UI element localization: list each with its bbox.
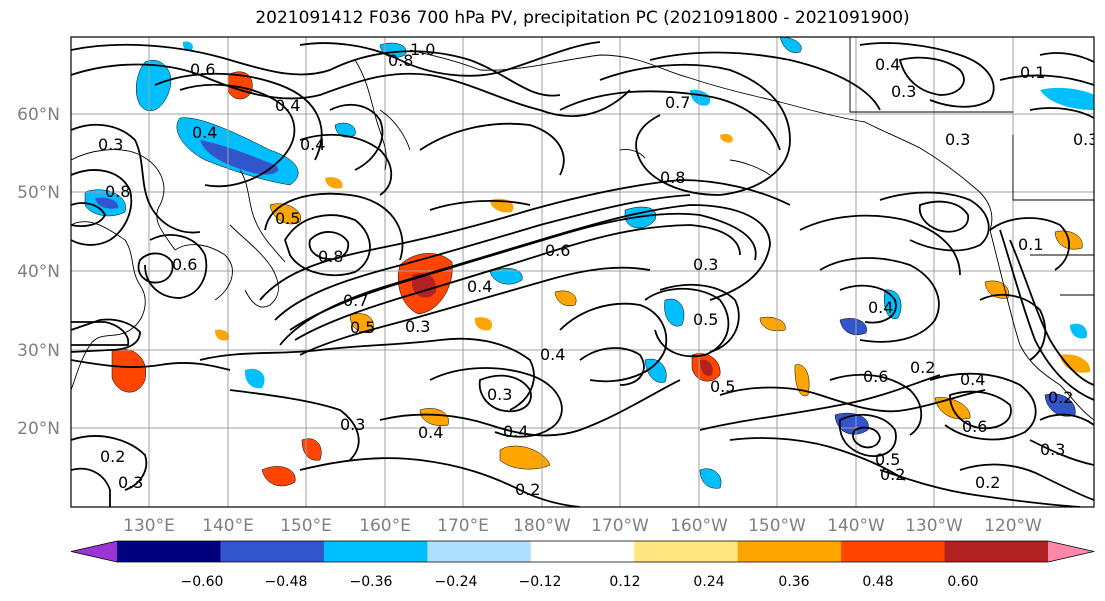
contour-label: 0.2 — [1048, 388, 1073, 407]
contour-label: 0.3 — [1040, 440, 1065, 459]
colorbar-segment — [427, 541, 532, 562]
contour-label: 0.5 — [710, 377, 735, 396]
lat-label: 60°N — [17, 105, 60, 125]
lon-label: 140°E — [202, 516, 254, 536]
contour-label: 0.1 — [1020, 63, 1045, 82]
colorbar — [70, 540, 1095, 563]
contour-label: 0.2 — [975, 473, 1000, 492]
lon-label: 160°W — [670, 516, 728, 536]
contour-label: 0.4 — [875, 55, 900, 74]
colorbar-tick-label: −0.24 — [435, 574, 478, 590]
lat-label: 20°N — [17, 419, 60, 439]
contour-label: 0.3 — [340, 415, 365, 434]
colorbar-extend-min — [71, 541, 117, 562]
contour-label: 0.3 — [891, 82, 916, 101]
contour-label: 0.8 — [105, 182, 130, 201]
contour-label: 0.6 — [545, 241, 570, 260]
contour-label: 0.4 — [960, 370, 985, 389]
contour-label: 0.3 — [118, 473, 143, 492]
contour-label: 0.4 — [418, 423, 443, 442]
contour-label: 0.4 — [300, 135, 325, 154]
colorbar-segment — [323, 541, 428, 562]
colorbar-segment — [634, 541, 739, 562]
colorbar-extend-max — [1048, 541, 1094, 562]
contour-label: 0.5 — [350, 318, 375, 337]
contour-label: 0.3 — [945, 130, 970, 149]
contour-label: 0.4 — [540, 345, 565, 364]
colorbar-tick-labels: −0.60 −0.48 −0.36 −0.24 −0.12 0.12 0.24 … — [181, 574, 979, 590]
contour-label: 0.3 — [405, 317, 430, 336]
contour-labels: 1.0 0.8 0.6 0.4 0.4 0.4 0.8 0.8 0.5 0.6 … — [98, 40, 1098, 499]
lon-label: 180°W — [513, 516, 571, 536]
contour-label: 0.5 — [875, 450, 900, 469]
lon-label: 130°E — [123, 516, 175, 536]
lon-label: 130°W — [905, 516, 963, 536]
colorbar-outline — [70, 540, 1095, 563]
lon-label: 140°W — [827, 516, 885, 536]
lat-label: 40°N — [17, 262, 60, 282]
lon-label: 170°W — [591, 516, 649, 536]
contour-label: 0.5 — [693, 310, 718, 329]
lon-label: 150°E — [280, 516, 332, 536]
lat-label: 50°N — [17, 183, 60, 203]
colorbar-tick-label: −0.60 — [181, 574, 224, 590]
lat-label: 30°N — [17, 341, 60, 361]
colorbar-tick-label: 0.12 — [609, 574, 640, 590]
contour-label: 0.6 — [172, 255, 197, 274]
lon-label: 150°W — [748, 516, 806, 536]
contour-label: 0.2 — [910, 358, 935, 377]
contour-label: 0.4 — [503, 422, 528, 441]
colorbar-tick-label: −0.12 — [519, 574, 562, 590]
contour-label: 0.6 — [962, 417, 987, 436]
contour-label: 0.6 — [190, 60, 215, 79]
contour-label: 0.8 — [318, 247, 343, 266]
contour-label: 0.7 — [343, 291, 368, 310]
contour-label: 0.6 — [863, 367, 888, 386]
contour-label: 0.8 — [388, 51, 413, 70]
colorbar-segment — [944, 541, 1049, 562]
longitude-labels: 130°E 140°E 150°E 160°E 170°E 180°W 170°… — [123, 516, 1042, 536]
contour-label: 0.3 — [487, 385, 512, 404]
contour-label: 0.2 — [100, 447, 125, 466]
contour-label: 0.4 — [275, 96, 300, 115]
map-title: 2021091412 F036 700 hPa PV, precipitatio… — [255, 8, 910, 28]
contour-label: 0.4 — [192, 123, 217, 142]
contour-label: 0.1 — [1018, 235, 1043, 254]
colorbar-segment — [841, 541, 946, 562]
colorbar-segment — [737, 541, 842, 562]
lon-label: 170°E — [437, 516, 489, 536]
contour-label: 0.4 — [467, 277, 492, 296]
lon-label: 160°E — [359, 516, 411, 536]
map-area: 1.0 0.8 0.6 0.4 0.4 0.4 0.8 0.8 0.5 0.6 … — [71, 37, 1098, 507]
contour-label: 0.3 — [98, 135, 123, 154]
contour-label: 0.3 — [693, 255, 718, 274]
contour-label: 1.0 — [410, 40, 435, 59]
map-frame — [70, 36, 1095, 508]
colorbar-segment — [530, 541, 635, 562]
latitude-labels: 60°N 50°N 40°N 30°N 20°N — [17, 105, 60, 439]
colorbar-tick-label: 0.60 — [947, 574, 978, 590]
colorbar-tick-label: 0.48 — [862, 574, 893, 590]
colorbar-tick-label: 0.24 — [693, 574, 724, 590]
contour-label: 0.8 — [660, 168, 685, 187]
contour-label: 0.2 — [515, 480, 540, 499]
negative-precip-patches — [84, 37, 1094, 489]
lon-label: 120°W — [984, 516, 1042, 536]
contour-label: 0.2 — [880, 465, 905, 484]
colorbar-segment — [220, 541, 325, 562]
contour-label: 0.7 — [665, 93, 690, 112]
colorbar-segment — [117, 541, 221, 562]
contour-label: 0.3 — [1073, 130, 1098, 149]
colorbar-tick-label: −0.36 — [350, 574, 393, 590]
contour-label: 0.5 — [275, 209, 300, 228]
pv-contours — [71, 41, 1094, 507]
colorbar-tick-label: −0.48 — [265, 574, 308, 590]
contour-label: 0.4 — [868, 298, 893, 317]
colorbar-tick-label: 0.36 — [778, 574, 809, 590]
